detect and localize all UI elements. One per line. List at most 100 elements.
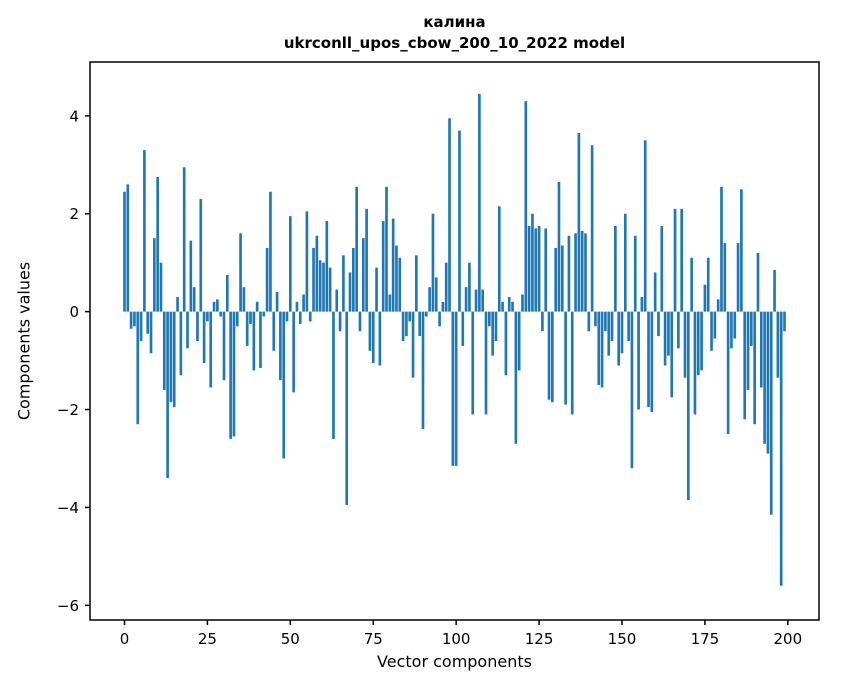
bar [292, 311, 295, 393]
bar [308, 311, 312, 322]
bar [776, 311, 780, 378]
bar [690, 257, 693, 312]
y-tick-label: 0 [69, 303, 79, 321]
bar [630, 311, 634, 469]
x-tick-label: 200 [774, 630, 803, 648]
y-tick-label: −4 [57, 499, 79, 517]
bar [557, 181, 561, 312]
bar [501, 301, 504, 312]
bar [189, 240, 193, 312]
bar [746, 311, 750, 390]
bar [388, 294, 392, 312]
bar [713, 311, 717, 339]
bar [700, 311, 703, 371]
bar [153, 238, 156, 312]
bar [574, 233, 577, 312]
bar [517, 311, 521, 371]
bar [680, 208, 684, 312]
bar [381, 221, 385, 312]
bar [541, 311, 544, 332]
bar [424, 311, 428, 317]
bar [471, 311, 475, 415]
bar [736, 243, 740, 312]
bar [653, 272, 657, 312]
bar [295, 301, 299, 312]
bar [527, 225, 531, 312]
bar [242, 287, 246, 312]
bar [196, 311, 199, 341]
x-tick-label: 75 [364, 630, 383, 648]
bar [474, 289, 478, 312]
bar [332, 311, 335, 439]
bar [282, 311, 286, 459]
bar [673, 208, 677, 312]
bar [643, 140, 647, 312]
bars [123, 93, 786, 586]
bar [355, 186, 358, 312]
x-tick-label: 50 [281, 630, 300, 648]
bar [275, 292, 279, 312]
bar [454, 311, 458, 466]
bar [458, 130, 461, 312]
bar [773, 270, 776, 312]
bar [216, 299, 219, 312]
bar [235, 311, 239, 327]
bar [537, 225, 541, 312]
bar [252, 311, 256, 371]
bar [743, 311, 747, 420]
bar [179, 311, 183, 376]
bar [335, 289, 339, 312]
bar [166, 311, 169, 479]
bar [375, 267, 378, 312]
bar [225, 274, 229, 312]
bar [759, 311, 763, 388]
bar [133, 311, 136, 327]
bar [610, 311, 614, 341]
bar [507, 296, 511, 312]
bar [408, 311, 412, 322]
x-axis-ticks: 0 25 50 75 100 125 150 175 200 [120, 620, 802, 648]
bar [670, 311, 674, 398]
bar [269, 191, 272, 312]
bar [488, 311, 491, 327]
bar [232, 311, 236, 437]
bar [421, 311, 425, 430]
bar [199, 199, 203, 312]
x-tick-label: 100 [442, 630, 471, 648]
bar [219, 311, 222, 317]
bar [143, 150, 146, 312]
bar [637, 311, 640, 410]
bar [660, 225, 664, 312]
bar [783, 311, 786, 332]
bar [687, 311, 690, 501]
bar [521, 294, 524, 312]
bar [763, 311, 766, 444]
bar [733, 311, 737, 339]
bar [239, 233, 242, 312]
bar [139, 311, 143, 341]
bar [249, 311, 252, 324]
bar [706, 257, 710, 312]
bar [753, 311, 756, 425]
bar [401, 311, 405, 341]
bar [405, 311, 408, 337]
bar [720, 186, 723, 312]
bar [444, 262, 448, 312]
bar [497, 206, 501, 312]
bar [511, 301, 514, 312]
bar [348, 272, 352, 312]
bar [272, 311, 276, 351]
x-tick-label: 175 [691, 630, 720, 648]
bar [564, 311, 567, 405]
bar [289, 216, 292, 312]
bar [710, 311, 713, 351]
bar [623, 213, 627, 312]
bar [338, 311, 342, 332]
bar [129, 311, 133, 329]
bar [667, 311, 670, 356]
bar [192, 287, 196, 312]
y-tick-label: −2 [57, 401, 79, 419]
bar [756, 252, 760, 312]
bar [663, 311, 667, 366]
x-tick-label: 150 [608, 630, 637, 648]
